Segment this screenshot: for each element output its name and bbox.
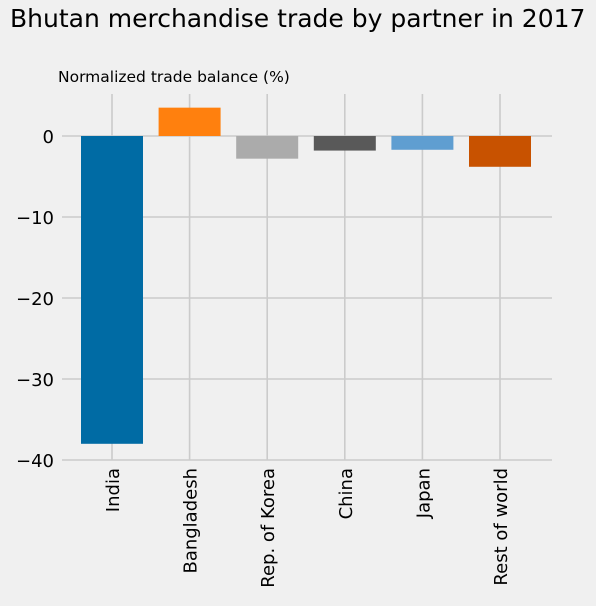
bar-japan [391, 136, 454, 150]
x-tick-label: India [103, 468, 124, 512]
x-tick-label: Rest of world [491, 468, 512, 586]
bar-china [313, 136, 376, 151]
chart-title: Bhutan merchandise trade by partner in 2… [10, 4, 586, 33]
x-tick-label: Japan [413, 468, 434, 519]
x-tick-label: Rep. of Korea [258, 468, 279, 588]
y-tick-label: −30 [16, 370, 54, 391]
y-axis-label: Normalized trade balance (%) [58, 68, 290, 86]
x-tick-labels: India Bangladesh Rep. of Korea China Japan Re… [103, 468, 512, 588]
bar-bangladesh [158, 107, 221, 136]
y-tick-label: −40 [16, 451, 54, 472]
bars [81, 107, 531, 444]
bar-rest-of-world [469, 136, 531, 167]
y-tick-label: −20 [16, 289, 54, 310]
x-tick-label: Bangladesh [181, 468, 202, 574]
bar-rep-of-korea [236, 136, 299, 159]
bar-india [81, 136, 143, 444]
y-tick-label: 0 [43, 127, 54, 148]
y-tick-labels: −40 −30 −20 −10 0 [16, 127, 54, 472]
x-tick-label: China [336, 468, 357, 519]
y-tick-label: −10 [16, 208, 54, 229]
